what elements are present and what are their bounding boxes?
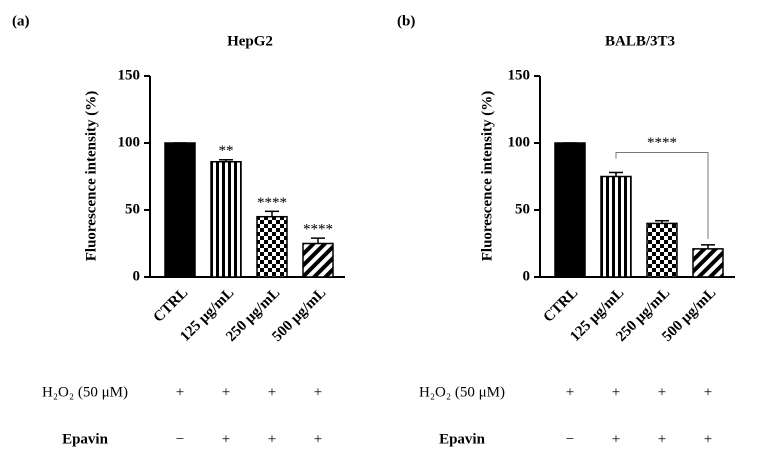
- bar: [600, 175, 632, 278]
- treatment-sign: +: [658, 431, 666, 447]
- treatment-label: H₂O₂ (50 μM): [42, 384, 128, 400]
- treatment-sign: +: [314, 431, 322, 447]
- chart-title: BALB/3T3: [605, 33, 675, 49]
- y-tick-label: 150: [508, 67, 531, 83]
- treatment-sign: +: [658, 384, 666, 400]
- bar: [210, 161, 242, 278]
- significance: ****: [647, 135, 677, 151]
- bar: [554, 142, 586, 278]
- y-tick-label: 0: [523, 268, 531, 284]
- treatment-sign: +: [704, 384, 712, 400]
- bar: [256, 215, 288, 278]
- treatment-sign: −: [176, 431, 184, 447]
- panel-label: (a): [12, 13, 30, 29]
- x-tick-label: CTRL: [540, 285, 581, 326]
- treatment-sign: +: [612, 431, 620, 447]
- treatment-sign: +: [268, 384, 276, 400]
- treatment-sign: +: [222, 384, 230, 400]
- bar: [692, 248, 724, 278]
- y-tick-label: 150: [118, 67, 141, 83]
- chart-title: HepG2: [227, 33, 273, 49]
- treatment-label: Epavin: [439, 431, 486, 447]
- treatment-sign: +: [612, 384, 620, 400]
- treatment-sign: +: [222, 431, 230, 447]
- treatment-label: H₂O₂ (50 μM): [419, 384, 505, 400]
- treatment-sign: −: [566, 431, 574, 447]
- bar: [164, 142, 196, 278]
- treatment-sign: +: [704, 431, 712, 447]
- significance: **: [219, 143, 234, 159]
- y-tick-label: 50: [515, 201, 530, 217]
- treatment-sign: +: [314, 384, 322, 400]
- y-tick-label: 0: [133, 268, 141, 284]
- treatment-label: Epavin: [62, 431, 109, 447]
- treatment-sign: +: [268, 431, 276, 447]
- bar: [302, 242, 334, 278]
- panel-label: (b): [397, 13, 415, 29]
- x-tick-label: CTRL: [150, 285, 191, 326]
- treatment-sign: +: [566, 384, 574, 400]
- y-tick-label: 100: [118, 134, 141, 150]
- y-axis-label: Fluorescence intensity (%): [83, 91, 99, 262]
- treatment-sign: +: [176, 384, 184, 400]
- y-axis-label: Fluorescence intensity (%): [479, 91, 495, 262]
- comparison-bracket: [615, 151, 709, 239]
- y-tick-label: 100: [508, 134, 531, 150]
- significance: ****: [303, 222, 333, 238]
- significance: ****: [257, 195, 287, 211]
- y-tick-label: 50: [125, 201, 140, 217]
- bar: [646, 222, 678, 278]
